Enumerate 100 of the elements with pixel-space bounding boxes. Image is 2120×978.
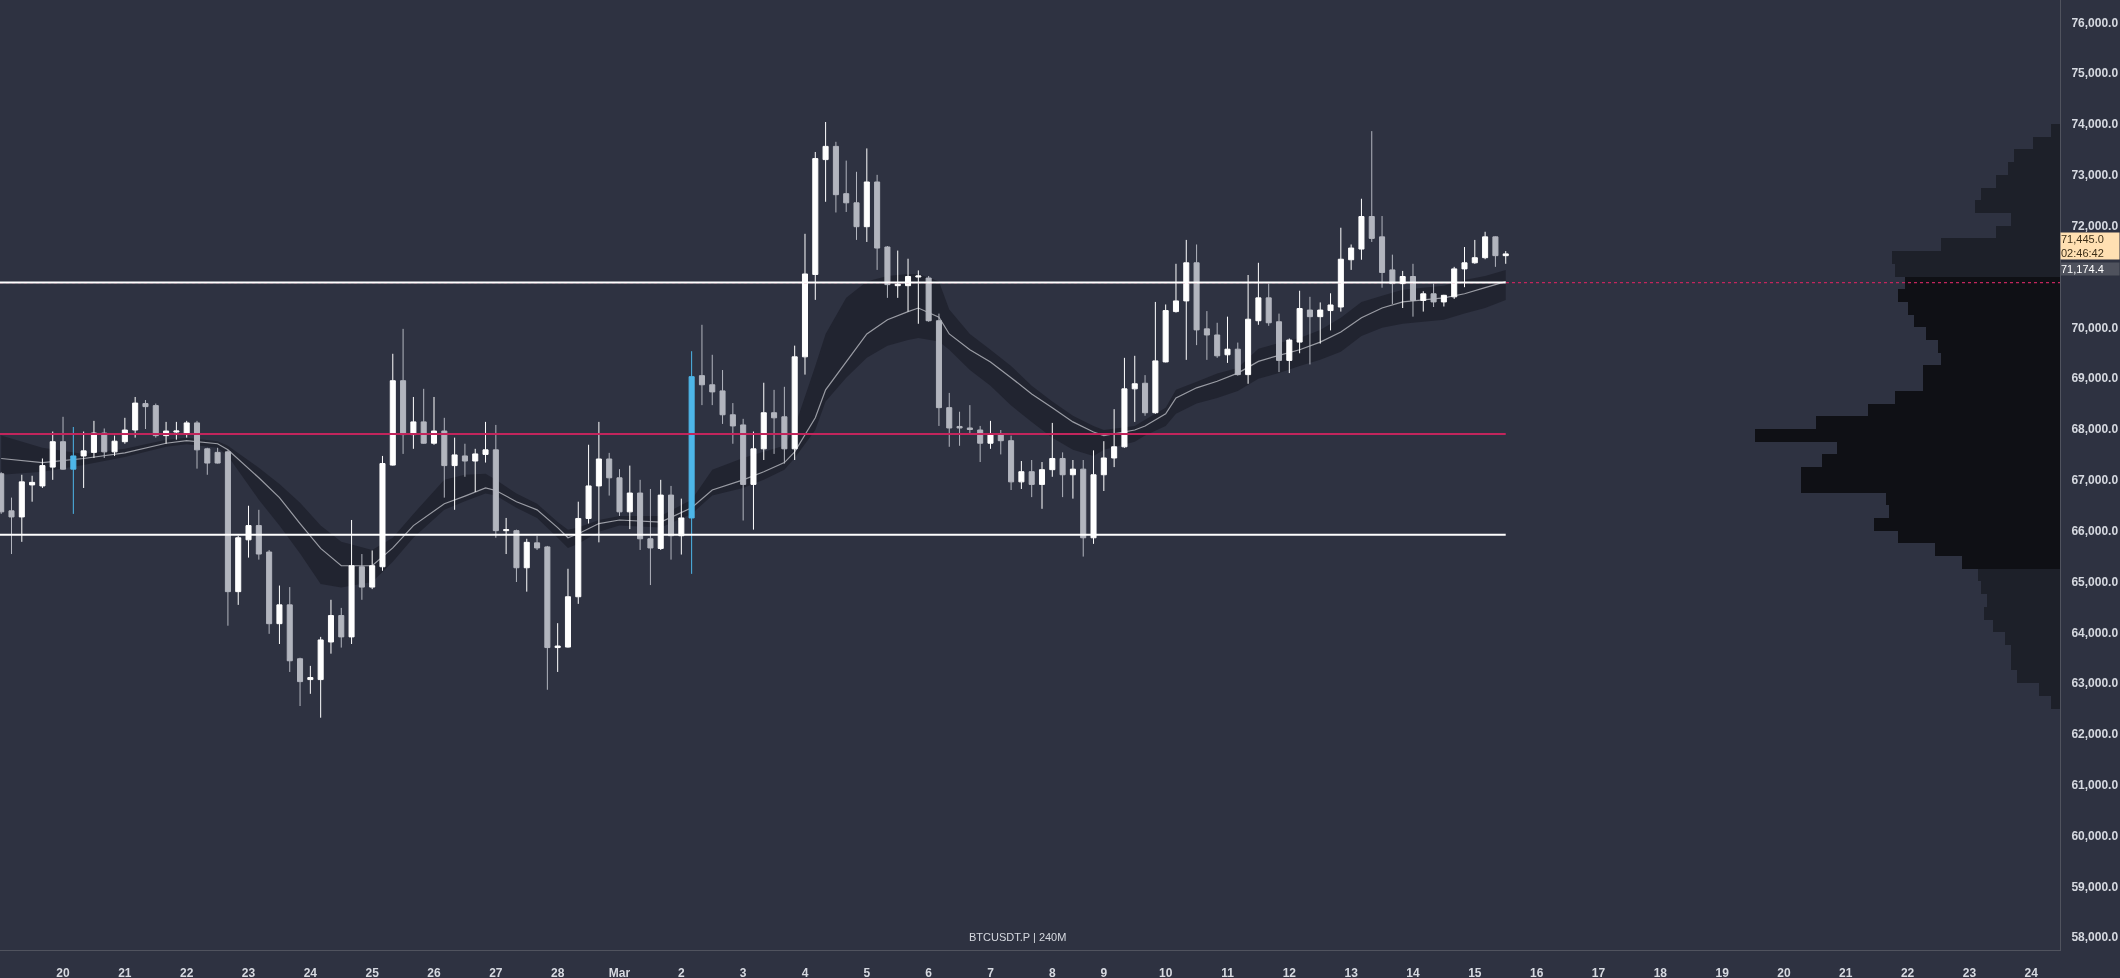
candlestick xyxy=(1482,231,1489,260)
x-tick-label: 2 xyxy=(677,966,685,978)
candlestick xyxy=(781,386,788,465)
candlestick xyxy=(369,549,376,590)
candlestick xyxy=(29,475,36,503)
y-tick-label: 74,000.0 xyxy=(2071,117,2119,132)
x-tick-label: 23 xyxy=(1962,966,1977,978)
x-tick-label: Mar xyxy=(608,966,631,978)
y-tick-label: 58,000.0 xyxy=(2071,930,2119,945)
candlestick xyxy=(1275,313,1283,373)
candlestick xyxy=(626,465,633,530)
candlestick xyxy=(884,245,891,299)
candlestick xyxy=(946,392,953,448)
candlestick xyxy=(1142,374,1149,417)
candlestick xyxy=(142,399,149,430)
candlestick xyxy=(1080,459,1087,558)
candlestick xyxy=(1214,322,1221,359)
candlestick xyxy=(925,275,932,323)
y-tick-label: 60,000.0 xyxy=(2071,828,2119,843)
candlestick xyxy=(534,535,541,551)
text: 71,445.0 02:46:42 xyxy=(2061,233,2104,260)
candlestick xyxy=(1028,459,1035,498)
candlestick xyxy=(874,174,881,271)
candlestick xyxy=(461,443,468,478)
candlestick xyxy=(1038,461,1046,510)
x-tick-label: 19 xyxy=(1715,966,1730,978)
x-tick-label: 27 xyxy=(489,966,503,978)
candlestick xyxy=(760,382,767,461)
candlestick xyxy=(286,586,293,673)
x-tick-label: 21 xyxy=(1839,966,1853,978)
candlestick xyxy=(307,665,314,695)
candlestick xyxy=(647,488,654,586)
candlestick xyxy=(935,313,942,427)
x-tick-label: 22 xyxy=(1900,966,1915,978)
x-tick-label: 4 xyxy=(801,966,809,978)
y-tick-label: 68,000.0 xyxy=(2071,422,2119,437)
candlestick xyxy=(1069,459,1076,500)
y-tick-label: 66,000.0 xyxy=(2071,523,2119,538)
candlestick xyxy=(193,420,201,470)
candlestick xyxy=(554,622,561,673)
candlestick xyxy=(1162,303,1169,363)
y-tick-label: 67,000.0 xyxy=(2071,473,2119,488)
candlestick xyxy=(1379,215,1386,289)
candlestick xyxy=(729,402,736,445)
candlestick xyxy=(1234,342,1241,377)
candlestick xyxy=(1368,130,1375,243)
candlestick xyxy=(173,421,180,441)
candlestick xyxy=(1317,301,1324,345)
candlestick xyxy=(1111,408,1118,468)
candlestick xyxy=(1131,355,1138,423)
candlestick xyxy=(740,418,747,521)
candlestick xyxy=(1224,316,1231,364)
candlestick xyxy=(1440,294,1447,307)
candlestick xyxy=(1018,460,1025,490)
candlestick xyxy=(224,449,231,627)
y-tick-label: 70,000.0 xyxy=(2071,320,2119,335)
candlestick xyxy=(90,420,97,459)
x-tick-label: 12 xyxy=(1282,966,1297,978)
candlestick xyxy=(8,497,15,555)
candlestick xyxy=(1008,435,1015,491)
candlestick xyxy=(49,431,56,481)
x-tick-label: 15 xyxy=(1468,966,1482,978)
candlestick xyxy=(39,457,46,489)
candlestick xyxy=(132,396,139,439)
candlestick xyxy=(1492,235,1499,268)
candlestick xyxy=(853,171,860,241)
candlestick xyxy=(1265,283,1272,327)
candlestick xyxy=(60,416,67,471)
candlestick xyxy=(317,636,324,719)
candlestick xyxy=(1471,239,1478,265)
candlestick xyxy=(451,437,458,511)
candlestick xyxy=(668,485,675,561)
x-tick-label: 10 xyxy=(1158,966,1173,978)
candlestick xyxy=(585,444,592,525)
candlestick xyxy=(70,426,77,515)
candlestick xyxy=(1059,451,1066,498)
y-tick-label: 73,000.0 xyxy=(2071,168,2119,183)
x-tick-label: 7 xyxy=(987,966,995,978)
y-tick-label: 65,000.0 xyxy=(2071,574,2119,589)
candlestick xyxy=(1203,310,1210,361)
y-tick-label: 69,000.0 xyxy=(2071,371,2119,386)
x-tick-label: 22 xyxy=(180,966,194,978)
candlestick xyxy=(1409,263,1416,318)
candlestick xyxy=(843,160,850,213)
x-tick-label: 11 xyxy=(1221,966,1235,978)
candlestick xyxy=(791,345,798,461)
candlestick xyxy=(183,420,190,439)
y-tick-label: 64,000.0 xyxy=(2071,625,2119,640)
x-tick-label: 20 xyxy=(56,966,71,978)
candlestick xyxy=(822,121,829,203)
x-tick-label: 24 xyxy=(2024,966,2039,978)
x-tick-label: 13 xyxy=(1344,966,1359,978)
x-tick-label: 18 xyxy=(1653,966,1668,978)
candlestick xyxy=(410,396,417,450)
candlestick xyxy=(482,421,489,464)
candlestick xyxy=(1502,250,1509,265)
candlestick xyxy=(750,431,757,531)
candlestick xyxy=(956,411,963,447)
candlestick xyxy=(1049,422,1056,478)
candlestick xyxy=(492,424,499,539)
